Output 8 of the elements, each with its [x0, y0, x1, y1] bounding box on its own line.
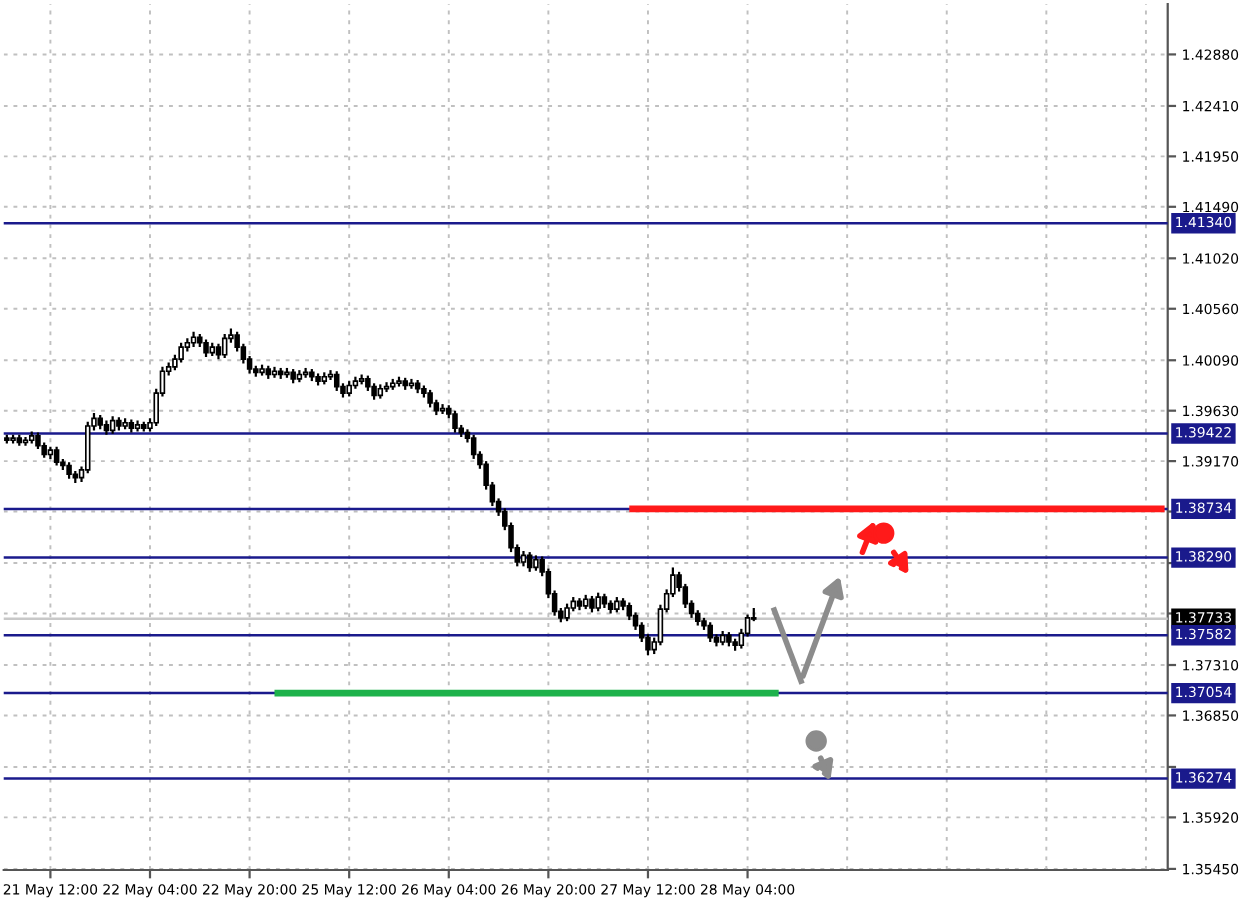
candlestick	[452, 409, 458, 434]
candlestick	[84, 420, 91, 475]
candlestick	[178, 341, 184, 364]
candlestick	[707, 621, 713, 644]
candlestick	[470, 433, 477, 461]
candlestick	[221, 332, 228, 360]
candlestick	[595, 591, 601, 613]
candlestick	[53, 445, 60, 467]
